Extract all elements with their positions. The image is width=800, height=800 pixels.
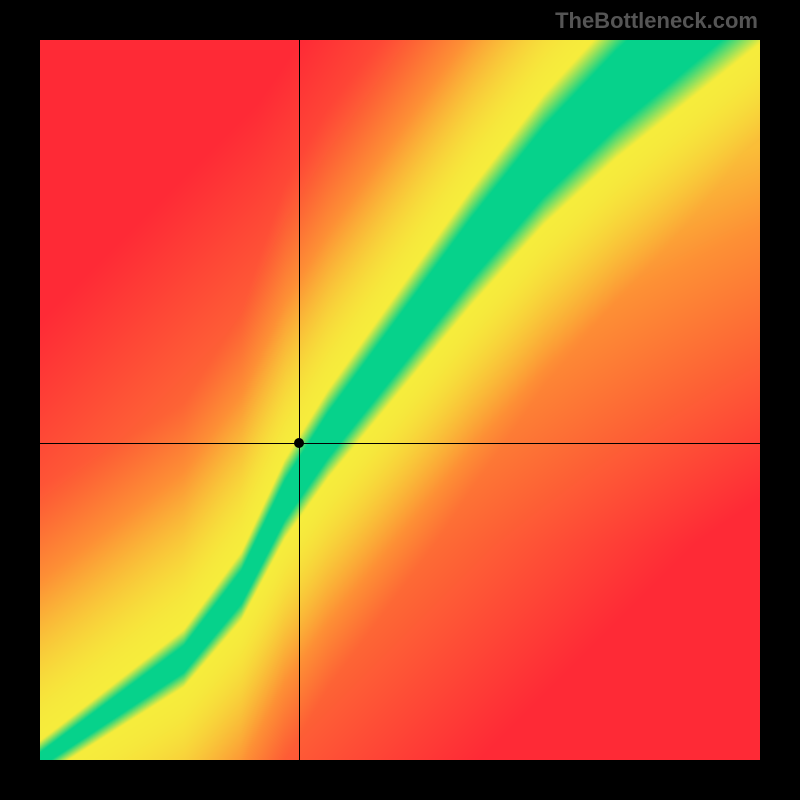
marker-point: [294, 438, 304, 448]
crosshair-vertical: [299, 40, 300, 760]
watermark-text: TheBottleneck.com: [555, 8, 758, 34]
heatmap-canvas: [40, 40, 760, 760]
crosshair-horizontal: [40, 443, 760, 444]
plot-area: [40, 40, 760, 760]
outer-frame: TheBottleneck.com: [0, 0, 800, 800]
